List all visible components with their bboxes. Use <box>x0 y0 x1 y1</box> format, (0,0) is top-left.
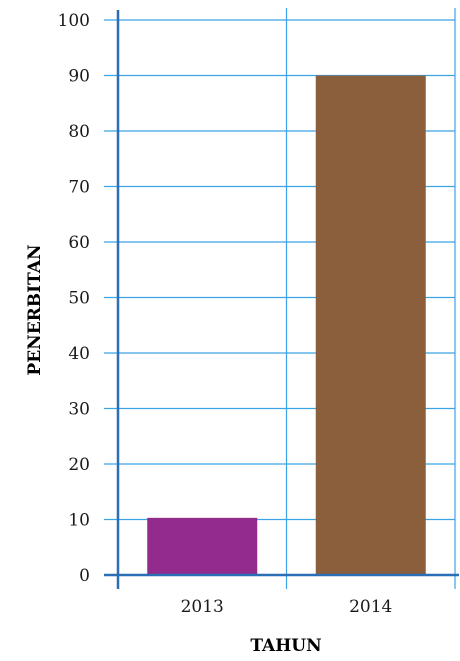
bars <box>147 75 426 575</box>
y-tick-label: 30 <box>68 400 90 420</box>
y-axis-title: PENERBITAN <box>25 244 45 375</box>
axes <box>104 10 459 589</box>
bar-2014 <box>315 75 426 575</box>
x-axis-title: TAHUN <box>250 636 321 656</box>
y-tick-label: 50 <box>68 289 90 309</box>
grid-lines <box>104 8 456 589</box>
y-tick-label: 70 <box>68 178 90 198</box>
y-tick-labels: 0 10 20 30 40 50 60 70 80 90 100 <box>58 11 90 586</box>
y-tick-label: 40 <box>68 344 90 364</box>
y-tick-label: 60 <box>68 233 90 253</box>
y-tick-label: 100 <box>58 11 90 31</box>
y-tick-label: 0 <box>79 566 90 586</box>
y-tick-label: 10 <box>68 511 90 531</box>
y-tick-label: 90 <box>68 67 90 87</box>
x-tick-label: 2013 <box>181 597 224 617</box>
y-tick-label: 80 <box>68 122 90 142</box>
bar-2013 <box>147 517 258 575</box>
x-tick-label: 2014 <box>349 597 392 617</box>
y-tick-label: 20 <box>68 455 90 475</box>
x-tick-labels: 2013 2014 <box>181 597 393 617</box>
